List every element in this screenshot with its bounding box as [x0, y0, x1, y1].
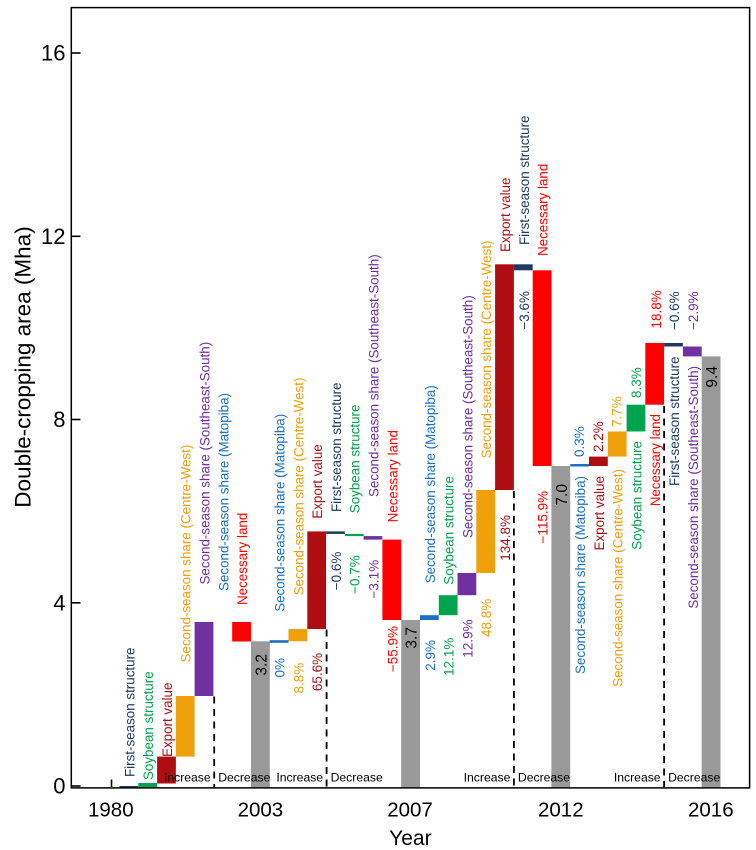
svg-text:Second-season share (Southeast: Second-season share (Southeast-South)	[686, 366, 701, 609]
svg-text:Second-season share (Matopiba): Second-season share (Matopiba)	[573, 476, 588, 674]
svg-text:Decrease: Decrease	[218, 771, 270, 785]
svg-text:0%: 0%	[273, 658, 288, 678]
svg-text:First-season structure: First-season structure	[667, 357, 682, 486]
svg-text:Soybean structure: Soybean structure	[141, 671, 156, 780]
svg-text:2.9%: 2.9%	[423, 640, 438, 671]
svg-text:Decrease: Decrease	[331, 771, 383, 785]
svg-text:2003: 2003	[238, 799, 284, 822]
svg-text:8.8%: 8.8%	[291, 663, 306, 694]
svg-text:0: 0	[53, 774, 65, 799]
svg-text:−0.6%: −0.6%	[667, 291, 682, 330]
svg-text:Decrease: Decrease	[518, 771, 570, 785]
svg-text:48.8%: 48.8%	[479, 599, 494, 637]
svg-text:Double-cropping area (Mha): Double-cropping area (Mha)	[11, 226, 36, 507]
svg-text:Increase: Increase	[464, 771, 511, 785]
svg-text:2012: 2012	[538, 799, 584, 822]
svg-text:65.6%: 65.6%	[310, 653, 325, 691]
svg-text:2.2%: 2.2%	[591, 421, 606, 452]
svg-text:7.0: 7.0	[554, 484, 571, 506]
svg-text:Necessary land: Necessary land	[235, 513, 250, 605]
svg-text:Second-season share (Matopiba): Second-season share (Matopiba)	[423, 385, 438, 583]
svg-text:Necessary land: Necessary land	[536, 164, 551, 256]
svg-text:9.4: 9.4	[704, 366, 721, 388]
svg-text:First-season structure: First-season structure	[329, 383, 344, 512]
svg-text:Second-season share (Matopiba): Second-season share (Matopiba)	[216, 393, 231, 591]
svg-text:Export value: Export value	[310, 444, 325, 518]
svg-text:Second-season share (Centre-We: Second-season share (Centre-West)	[291, 378, 306, 596]
svg-text:8.3%: 8.3%	[629, 367, 644, 398]
svg-text:Decrease: Decrease	[668, 771, 720, 785]
svg-text:3.2: 3.2	[253, 654, 270, 676]
svg-text:16: 16	[41, 41, 65, 66]
svg-text:Second-season share (Centre-We: Second-season share (Centre-West)	[611, 469, 626, 687]
svg-text:First-season structure: First-season structure	[122, 648, 137, 777]
svg-text:2016: 2016	[688, 799, 734, 822]
svg-text:3.7: 3.7	[404, 627, 421, 649]
svg-text:Increase: Increase	[614, 771, 661, 785]
svg-text:−2.9%: −2.9%	[686, 291, 701, 330]
svg-text:Second-season share (Centre-We: Second-season share (Centre-West)	[179, 445, 194, 663]
svg-text:Second-season share (Matopiba): Second-season share (Matopiba)	[273, 414, 288, 612]
svg-text:134.8%: 134.8%	[498, 515, 513, 561]
svg-text:8: 8	[53, 407, 65, 432]
svg-text:Soybean structure: Soybean structure	[630, 441, 645, 550]
svg-text:Export value: Export value	[498, 178, 513, 252]
svg-text:Second-season share (Centre-We: Second-season share (Centre-West)	[479, 241, 494, 459]
svg-text:Necessary land: Necessary land	[385, 430, 400, 522]
svg-text:−0.7%: −0.7%	[348, 555, 363, 594]
svg-text:Second-season share (Southeast: Second-season share (Southeast-South)	[367, 254, 382, 497]
svg-text:First-season structure: First-season structure	[517, 116, 532, 245]
svg-text:Soybean structure: Soybean structure	[442, 476, 457, 585]
svg-text:Second-season share (Southeast: Second-season share (Southeast-South)	[460, 295, 475, 538]
svg-text:−55.9%: −55.9%	[385, 626, 400, 672]
svg-text:Increase: Increase	[164, 771, 211, 785]
svg-text:Increase: Increase	[276, 771, 323, 785]
svg-text:Necessary land: Necessary land	[648, 414, 663, 506]
svg-text:12: 12	[41, 224, 65, 249]
svg-text:Soybean structure: Soybean structure	[348, 405, 363, 514]
svg-text:−3.1%: −3.1%	[367, 560, 382, 599]
svg-text:7.7%: 7.7%	[610, 396, 625, 427]
svg-text:Export value: Export value	[592, 476, 607, 550]
svg-text:Year: Year	[389, 827, 431, 850]
svg-text:2007: 2007	[387, 799, 433, 822]
svg-text:12.9%: 12.9%	[460, 619, 475, 657]
svg-text:Second-season share (Southeast: Second-season share (Southeast-South)	[198, 342, 213, 585]
svg-text:−3.6%: −3.6%	[517, 291, 532, 330]
svg-text:−0.6%: −0.6%	[329, 552, 344, 591]
svg-text:−115.9%: −115.9%	[536, 491, 551, 544]
svg-text:1980: 1980	[88, 799, 134, 822]
svg-text:Export value: Export value	[160, 683, 175, 757]
svg-text:12.1%: 12.1%	[442, 638, 457, 676]
svg-text:4: 4	[53, 590, 65, 615]
svg-text:18.8%: 18.8%	[649, 290, 664, 328]
svg-text:0.3%: 0.3%	[572, 426, 587, 457]
